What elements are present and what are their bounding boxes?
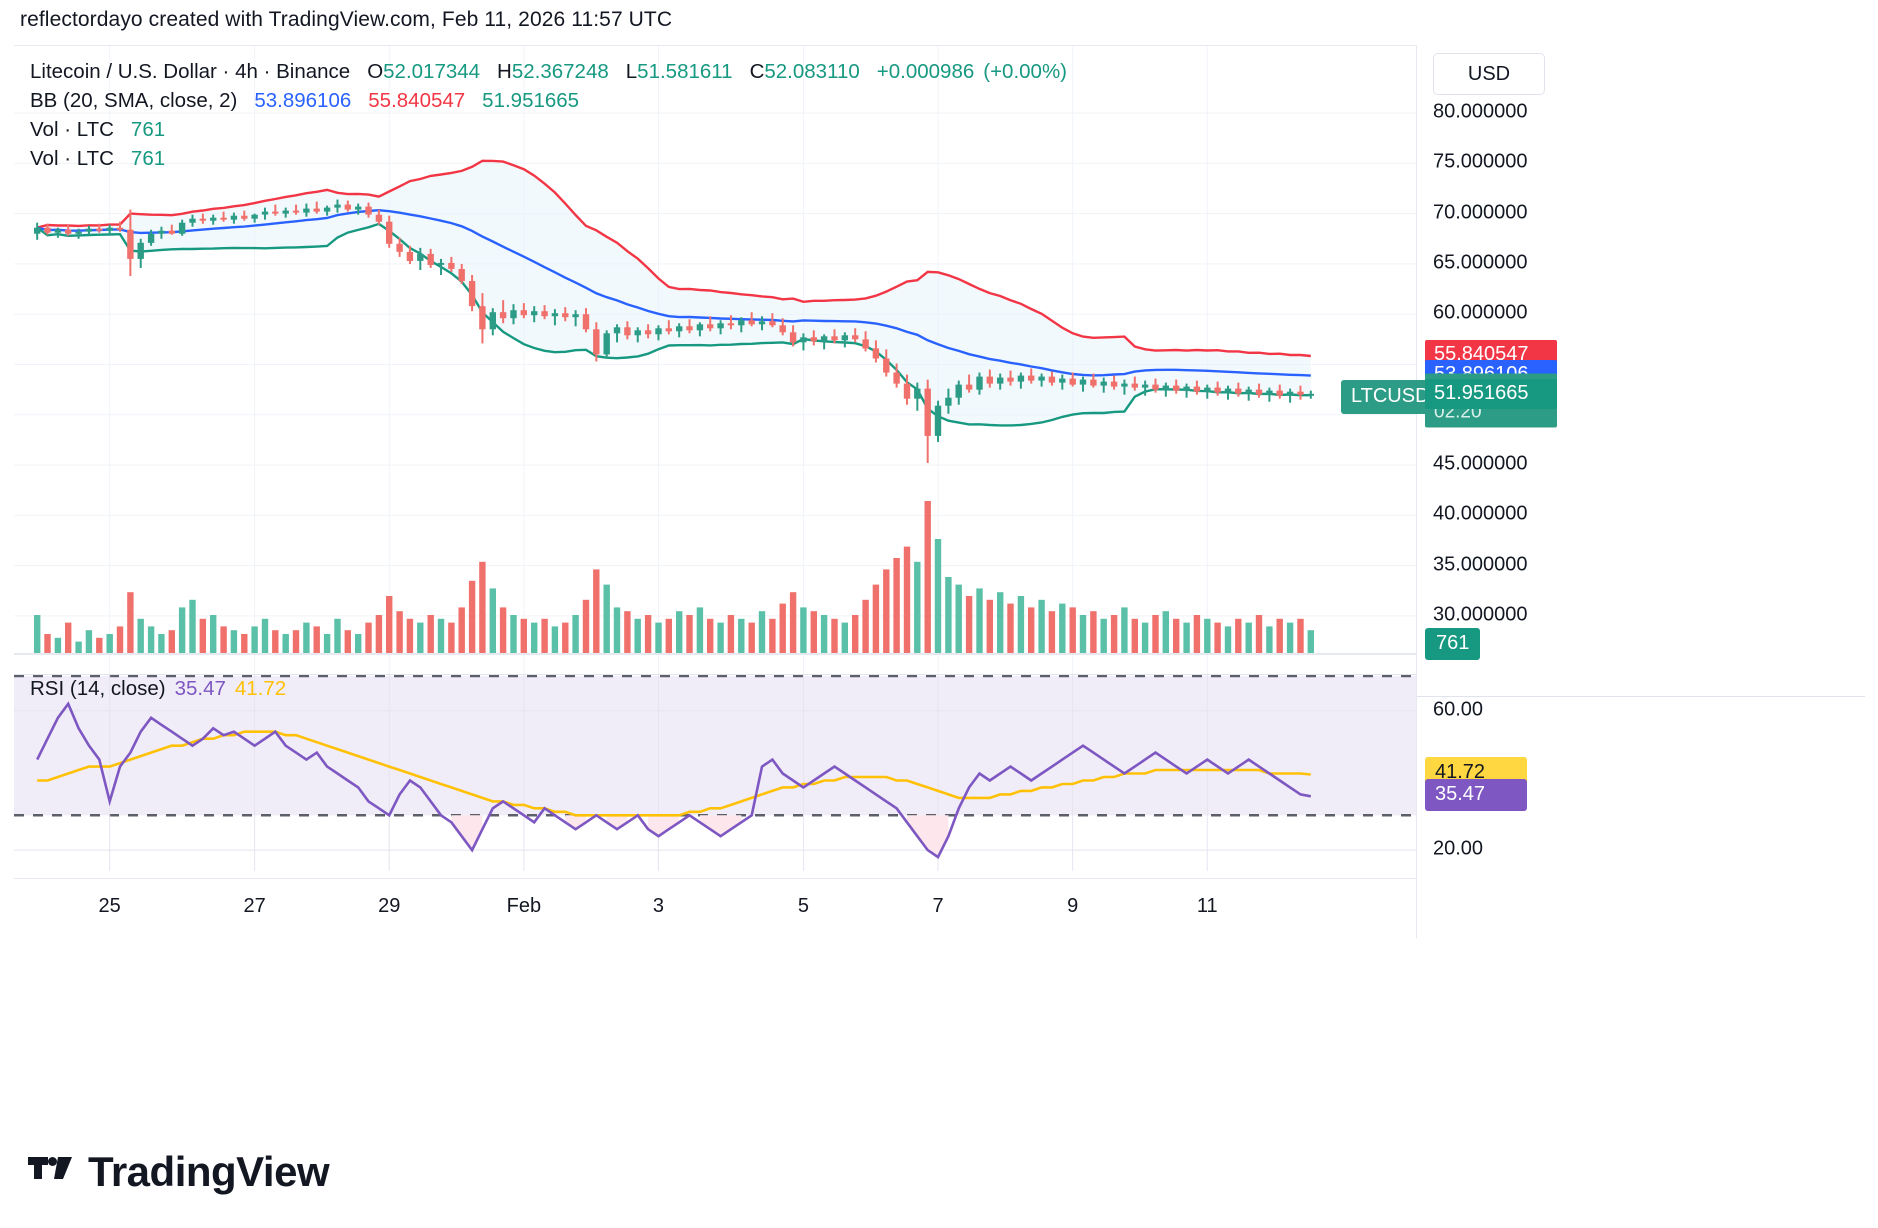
chart-frame: RSI (14, close) 35.47 41.72 25 27 29 Feb 3 5 7 9 1… [14,45,1865,1085]
legend-bb-upper: 55.840547 [368,89,466,112]
rsi-legend: RSI (14, close) 35.47 41.72 [30,677,286,701]
price-axis-tick: 60.000000 [1433,301,1528,324]
legend-bb-basis: 53.896106 [254,89,352,112]
attribution-text: reflectordayo created with TradingView.c… [20,8,673,31]
time-axis-tick: 5 [797,895,809,917]
price-axis-tick: 80.000000 [1433,100,1528,123]
legend-change-value: +0.000986 [876,60,975,83]
price-axis-tick: 35.000000 [1433,553,1528,576]
time-axis-tick: 27 [243,895,266,917]
legend-bb-title: BB (20, SMA, close, 2) [30,89,238,112]
time-axis-tick: Feb [506,895,542,917]
price-axis-tick: 40.000000 [1433,502,1528,525]
currency-label: USD [1467,62,1511,85]
price-axis-tick: 70.000000 [1433,201,1528,224]
chart-legend: Litecoin / U.S. Dollar · 4h · Binance O52… [30,57,1067,173]
bb-lower-badge[interactable]: 51.951665 [1425,379,1557,410]
legend-low-value: 51.581611 [637,60,733,83]
rsi-legend-value: 35.47 [174,677,226,700]
legend-volume-title-1: Vol · LTC [30,118,114,141]
legend-open-value: 52.017344 [383,60,481,83]
legend-close-value: 52.083110 [764,60,860,83]
rsi-legend-title: RSI (14, close) [30,677,166,700]
price-axis-tick: 30.000000 [1433,603,1528,626]
time-axis-tick: 25 [98,895,121,917]
rsi-axis-tick: 60.00 [1433,698,1484,721]
legend-high-label: H [497,60,512,83]
legend-row-volume-1[interactable]: Vol · LTC 761 [30,115,1067,144]
legend-volume-value-1: 761 [130,118,166,141]
legend-symbol-title: Litecoin / U.S. Dollar · 4h · Binance [30,60,351,83]
rsi-pane[interactable]: RSI (14, close) 35.47 41.72 [14,674,1416,879]
rsi-chart-svg [14,675,1416,871]
price-axis-tick: 45.000000 [1433,452,1528,475]
tradingview-logo: TradingView [28,1148,330,1196]
rsi-legend-ma-value: 41.72 [234,677,287,700]
time-axis-tick: 7 [932,895,944,917]
tradingview-mark-icon [28,1157,72,1179]
legend-low-label: L [625,60,638,83]
price-axis-tick: 65.000000 [1433,251,1528,274]
legend-close-label: C [749,60,765,83]
price-pane[interactable] [14,45,1416,676]
legend-volume-value-2: 761 [130,147,166,170]
volume-badge[interactable]: 761 [1425,628,1481,660]
time-axis-tick: 11 [1196,895,1218,917]
legend-row-volume-2[interactable]: Vol · LTC 761 [30,144,1067,173]
rsi-axis-tick: 20.00 [1433,837,1484,860]
legend-volume-title-2: Vol · LTC [30,147,114,170]
time-axis[interactable]: 25 27 29 Feb 3 5 7 9 11 [14,878,1416,939]
axis-separator [1417,696,1865,697]
ticker-tag: LTCUSD [1341,380,1440,414]
legend-row-symbol[interactable]: Litecoin / U.S. Dollar · 4h · Binance O52… [30,57,1067,86]
price-axis-column[interactable]: USD LTCUSD 80.000000 75.000000 70.000000 65… [1341,45,1865,938]
legend-bb-lower: 51.951665 [482,89,580,112]
price-chart-svg [14,46,1416,676]
rsi-value-badge[interactable]: 35.47 [1425,779,1527,812]
legend-row-bb[interactable]: BB (20, SMA, close, 2) 53.896106 55.840547… [30,86,1067,115]
time-axis-tick: 9 [1067,895,1079,917]
time-axis-tick: 29 [378,895,401,917]
currency-selector[interactable]: USD [1433,53,1545,95]
time-axis-tick: 3 [652,895,665,917]
legend-high-value: 52.367248 [511,60,609,83]
legend-change-percent: (+0.00%) [983,60,1068,83]
price-axis-tick: 75.000000 [1433,150,1528,173]
tradingview-wordmark: TradingView [88,1148,330,1195]
legend-open-label: O [367,60,384,83]
